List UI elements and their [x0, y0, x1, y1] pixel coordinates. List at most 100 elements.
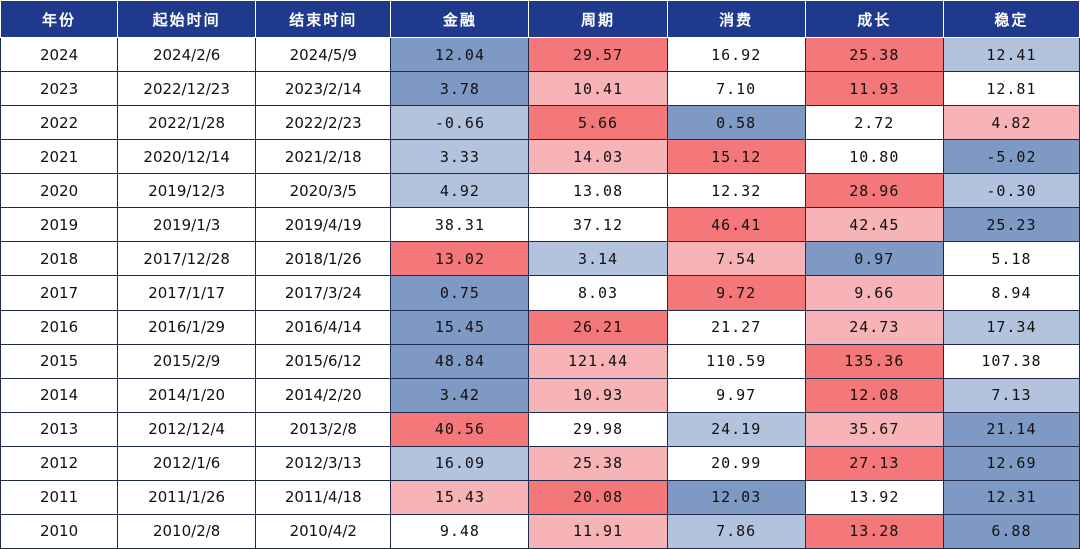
cell-end-date: 2016/4/14 — [255, 309, 392, 345]
cell-year: 2017 — [0, 275, 119, 311]
cell-finance: 48.84 — [390, 343, 530, 379]
cell-cyclical: 20.08 — [528, 479, 668, 515]
cell-consumption: 9.72 — [666, 275, 806, 311]
cell-year: 2011 — [0, 479, 119, 515]
cell-end-date: 2014/2/20 — [255, 377, 392, 413]
cell-end-date: 2020/3/5 — [255, 173, 392, 209]
cell-end-date: 2017/3/24 — [255, 275, 392, 311]
table-row: 2010 2010/2/8 2010/4/2 9.48 11.91 7.86 13.28 6.… — [0, 513, 1080, 549]
cell-growth: 42.45 — [804, 207, 944, 243]
cell-start-date: 2012/1/6 — [117, 445, 257, 481]
cell-start-date: 2022/12/23 — [117, 71, 257, 107]
cell-year: 2022 — [0, 105, 119, 141]
cell-stable: -0.30 — [942, 173, 1080, 209]
cell-year: 2020 — [0, 173, 119, 209]
cell-end-date: 2022/2/23 — [255, 105, 392, 141]
cell-consumption: 16.92 — [666, 36, 806, 73]
cell-year: 2021 — [0, 139, 119, 175]
header-growth: 成长 — [804, 0, 944, 38]
table-row: 2015 2015/2/9 2015/6/12 48.84 121.44 110.59 13… — [0, 343, 1080, 379]
cell-cyclical: 10.41 — [528, 71, 668, 107]
header-year: 年份 — [0, 0, 119, 38]
cell-stable: 12.41 — [942, 36, 1080, 73]
table-body: 2024 2024/2/6 2024/5/9 12.04 29.57 16.92 25.38… — [0, 36, 1080, 549]
cell-finance: 15.43 — [390, 479, 530, 515]
cell-stable: 6.88 — [942, 513, 1080, 549]
cell-consumption: 9.97 — [666, 377, 806, 413]
cell-consumption: 20.99 — [666, 445, 806, 481]
cell-end-date: 2021/2/18 — [255, 139, 392, 175]
cell-cyclical: 29.57 — [528, 36, 668, 73]
cell-growth: 13.92 — [804, 479, 944, 515]
cell-growth: 135.36 — [804, 343, 944, 379]
cell-cyclical: 13.08 — [528, 173, 668, 209]
header-consumption: 消费 — [666, 0, 806, 38]
cell-cyclical: 25.38 — [528, 445, 668, 481]
cell-consumption: 110.59 — [666, 343, 806, 379]
cell-finance: 12.04 — [390, 36, 530, 73]
cell-finance: 13.02 — [390, 241, 530, 277]
cell-start-date: 2014/1/20 — [117, 377, 257, 413]
cell-year: 2013 — [0, 411, 119, 447]
cell-growth: 10.80 — [804, 139, 944, 175]
cell-start-date: 2019/1/3 — [117, 207, 257, 243]
cell-cyclical: 5.66 — [528, 105, 668, 141]
table-row: 2018 2017/12/28 2018/1/26 13.02 3.14 7.54 0.97… — [0, 241, 1080, 277]
cell-cyclical: 37.12 — [528, 207, 668, 243]
header-row: 年份 起始时间 结束时间 金融 周期 消费 成长 稳定 — [0, 0, 1080, 38]
cell-consumption: 15.12 — [666, 139, 806, 175]
cell-growth: 24.73 — [804, 309, 944, 345]
table-row: 2022 2022/1/28 2022/2/23 -0.66 5.66 0.58 2.72 4… — [0, 105, 1080, 141]
cell-year: 2015 — [0, 343, 119, 379]
cell-start-date: 2017/1/17 — [117, 275, 257, 311]
cell-year: 2023 — [0, 71, 119, 107]
header-start-date: 起始时间 — [117, 0, 257, 38]
cell-start-date: 2015/2/9 — [117, 343, 257, 379]
cell-growth: 2.72 — [804, 105, 944, 141]
cell-consumption: 24.19 — [666, 411, 806, 447]
cell-growth: 27.13 — [804, 445, 944, 481]
cell-stable: 4.82 — [942, 105, 1080, 141]
cell-consumption: 12.03 — [666, 479, 806, 515]
table-row: 2012 2012/1/6 2012/3/13 16.09 25.38 20.99 27.1… — [0, 445, 1080, 481]
cell-finance: 3.78 — [390, 71, 530, 107]
cell-finance: 4.92 — [390, 173, 530, 209]
cell-stable: 25.23 — [942, 207, 1080, 243]
cell-consumption: 7.10 — [666, 71, 806, 107]
cell-stable: 8.94 — [942, 275, 1080, 311]
cell-finance: -0.66 — [390, 105, 530, 141]
cell-cyclical: 29.98 — [528, 411, 668, 447]
header-stable: 稳定 — [942, 0, 1080, 38]
cell-stable: 17.34 — [942, 309, 1080, 345]
cell-start-date: 2016/1/29 — [117, 309, 257, 345]
cell-end-date: 2019/4/19 — [255, 207, 392, 243]
cell-start-date: 2010/2/8 — [117, 513, 257, 549]
cell-consumption: 0.58 — [666, 105, 806, 141]
cell-start-date: 2020/12/14 — [117, 139, 257, 175]
table-row: 2013 2012/12/4 2013/2/8 40.56 29.98 24.19 35.6… — [0, 411, 1080, 447]
cell-growth: 0.97 — [804, 241, 944, 277]
cell-start-date: 2019/12/3 — [117, 173, 257, 209]
table-row: 2020 2019/12/3 2020/3/5 4.92 13.08 12.32 28.96… — [0, 173, 1080, 209]
cell-year: 2019 — [0, 207, 119, 243]
cell-finance: 38.31 — [390, 207, 530, 243]
cell-year: 2012 — [0, 445, 119, 481]
cell-cyclical: 8.03 — [528, 275, 668, 311]
cell-year: 2010 — [0, 513, 119, 549]
cell-stable: 7.13 — [942, 377, 1080, 413]
table-row: 2021 2020/12/14 2021/2/18 3.33 14.03 15.12 10.… — [0, 139, 1080, 175]
cell-end-date: 2024/5/9 — [255, 36, 392, 73]
cell-cyclical: 14.03 — [528, 139, 668, 175]
cell-stable: 5.18 — [942, 241, 1080, 277]
cell-end-date: 2010/4/2 — [255, 513, 392, 549]
cell-stable: 107.38 — [942, 343, 1080, 379]
table-header: 年份 起始时间 结束时间 金融 周期 消费 成长 稳定 — [0, 0, 1080, 38]
cell-cyclical: 26.21 — [528, 309, 668, 345]
cell-growth: 9.66 — [804, 275, 944, 311]
table-row: 2014 2014/1/20 2014/2/20 3.42 10.93 9.97 12.08… — [0, 377, 1080, 413]
cell-consumption: 46.41 — [666, 207, 806, 243]
cell-growth: 12.08 — [804, 377, 944, 413]
cell-finance: 0.75 — [390, 275, 530, 311]
cell-start-date: 2017/12/28 — [117, 241, 257, 277]
